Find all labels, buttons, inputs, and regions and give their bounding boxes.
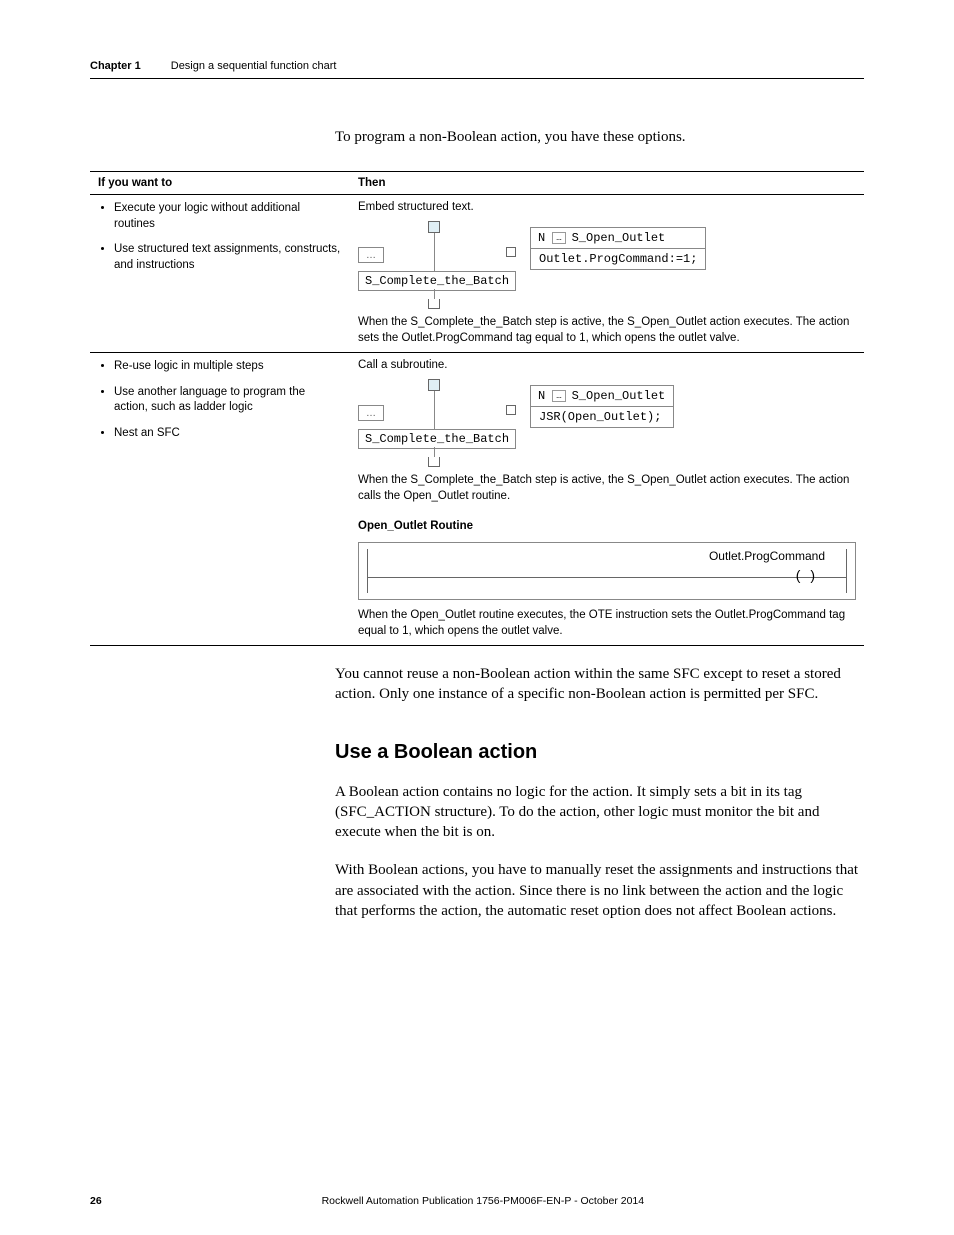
table-row: Execute your logic without additional ro…	[90, 195, 864, 353]
chapter-label: Chapter 1	[90, 60, 141, 72]
action-box: N … S_Open_Outlet Outlet.ProgCommand:=1;	[530, 227, 706, 270]
connector-line	[434, 447, 435, 457]
options-table: If you want to Then Execute your logic w…	[90, 171, 864, 646]
row2-then-intro: Call a subroutine.	[358, 359, 856, 371]
ladder-coil-tag: Outlet.ProgCommand	[709, 549, 825, 563]
ellipsis-icon: …	[552, 390, 565, 402]
chapter-title: Design a sequential function chart	[171, 60, 337, 72]
row2-bullet: Use another language to program the acti…	[114, 385, 342, 416]
step-top-connector-icon	[428, 221, 440, 233]
step-name-box: S_Complete_the_Batch	[358, 271, 516, 291]
row1-caption: When the S_Complete_the_Batch step is ac…	[358, 315, 856, 346]
ellipsis-icon: …	[552, 232, 565, 244]
page-header: Chapter 1 Design a sequential function c…	[90, 60, 864, 79]
publication-info: Rockwell Automation Publication 1756-PM0…	[102, 1195, 864, 1207]
row1-if-cell: Execute your logic without additional ro…	[90, 195, 350, 353]
action-link-box-icon	[506, 405, 516, 415]
row2-bullet: Nest an SFC	[114, 426, 342, 442]
action-box: N … S_Open_Outlet JSR(Open_Outlet);	[530, 385, 674, 428]
row1-bullet: Execute your logic without additional ro…	[114, 201, 342, 232]
row2-if-cell: Re-use logic in multiple steps Use anoth…	[90, 353, 350, 646]
connector-line	[434, 391, 435, 431]
action-name: S_Open_Outlet	[572, 228, 674, 248]
step-top-connector-icon	[428, 379, 440, 391]
connector-line	[434, 289, 435, 299]
action-body: Outlet.ProgCommand:=1;	[531, 249, 705, 269]
page-footer: 26 Rockwell Automation Publication 1756-…	[90, 1195, 864, 1207]
sfc-diagram-1: … S_Complete_the_Batch N … S_Open_Outlet…	[358, 217, 856, 307]
step-ellipsis-icon: …	[358, 405, 384, 421]
section-paragraph-2: With Boolean actions, you have to manual…	[335, 860, 864, 921]
row1-then-cell: Embed structured text. … S_Complete_the_…	[350, 195, 864, 353]
step-name-box: S_Complete_the_Batch	[358, 429, 516, 449]
ladder-diagram: Outlet.ProgCommand	[358, 542, 856, 600]
ladder-rail-icon	[846, 549, 847, 593]
ladder-rung-icon	[367, 577, 847, 578]
step-bottom-connector-icon	[428, 457, 440, 467]
section-paragraph-1: A Boolean action contains no logic for t…	[335, 782, 864, 843]
table-header-left: If you want to	[90, 172, 350, 195]
after-table-paragraph: You cannot reuse a non-Boolean action wi…	[335, 664, 864, 705]
action-link-box-icon	[506, 247, 516, 257]
row2-caption2: When the Open_Outlet routine executes, t…	[358, 608, 856, 639]
connector-line	[434, 233, 435, 273]
ladder-coil-icon	[796, 567, 815, 583]
section-heading: Use a Boolean action	[335, 741, 864, 764]
action-qualifier: N	[531, 386, 552, 406]
step-bottom-connector-icon	[428, 299, 440, 309]
table-header-right: Then	[350, 172, 864, 195]
row2-caption1: When the S_Complete_the_Batch step is ac…	[358, 473, 856, 504]
routine-label: Open_Outlet Routine	[358, 520, 856, 532]
ladder-rail-icon	[367, 549, 368, 593]
row1-then-intro: Embed structured text.	[358, 201, 856, 213]
intro-paragraph: To program a non-Boolean action, you hav…	[335, 129, 864, 146]
table-row: Re-use logic in multiple steps Use anoth…	[90, 353, 864, 646]
page-number: 26	[90, 1195, 102, 1207]
action-body: JSR(Open_Outlet);	[531, 407, 673, 427]
row1-bullet: Use structured text assignments, constru…	[114, 242, 342, 273]
sfc-diagram-2: … S_Complete_the_Batch N … S_Open_Outlet…	[358, 375, 856, 465]
action-qualifier: N	[531, 228, 552, 248]
step-ellipsis-icon: …	[358, 247, 384, 263]
row2-then-cell: Call a subroutine. … S_Complete_the_Batc…	[350, 353, 864, 646]
action-name: S_Open_Outlet	[572, 386, 674, 406]
row2-bullet: Re-use logic in multiple steps	[114, 359, 342, 375]
